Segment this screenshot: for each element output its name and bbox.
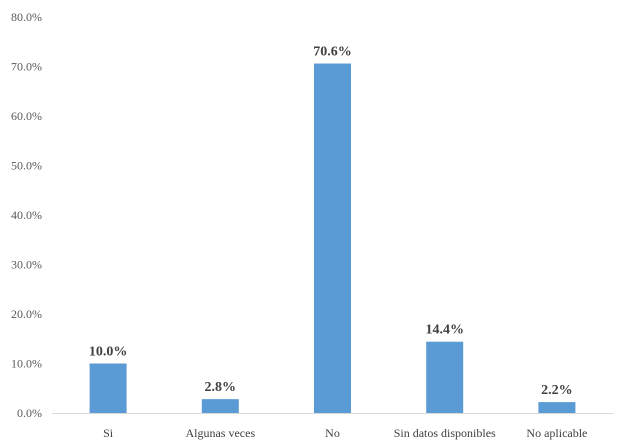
x-category-label: Si (103, 426, 114, 440)
y-tick-label: 60.0% (11, 109, 42, 123)
bar (426, 341, 464, 413)
y-tick-label: 40.0% (11, 208, 42, 222)
bar (538, 402, 576, 413)
y-tick-label: 10.0% (11, 357, 42, 371)
y-tick-label: 70.0% (11, 60, 42, 74)
data-label: 70.6% (313, 45, 352, 60)
x-category-label: No aplicable (526, 426, 587, 440)
x-category-label: No (325, 426, 340, 440)
y-tick-label: 0.0% (17, 406, 42, 420)
y-tick-label: 20.0% (11, 307, 42, 321)
x-axis-category-labels: Si Algunas veces No Sin datos disponibles No… (103, 426, 587, 440)
bar (314, 63, 351, 413)
bars (89, 63, 576, 413)
data-label: 14.4% (425, 323, 464, 338)
bar (201, 399, 239, 413)
data-label: 2.2% (541, 383, 573, 398)
y-tick-label: 80.0% (11, 10, 42, 24)
x-category-label: Sin datos disponibles (394, 426, 496, 440)
y-tick-label: 50.0% (11, 159, 42, 173)
x-category-label: Algunas veces (185, 426, 255, 440)
y-axis-tick-labels: 0.0% 10.0% 20.0% 30.0% 40.0% 50.0% 60.0% 70.0% 8… (11, 10, 42, 420)
data-labels: 10.0% 2.8% 70.6% 14.4% 2.2% (89, 45, 573, 399)
data-label: 2.8% (205, 380, 237, 395)
y-tick-label: 30.0% (11, 258, 42, 272)
data-label: 10.0% (89, 345, 128, 360)
bar (89, 363, 127, 413)
